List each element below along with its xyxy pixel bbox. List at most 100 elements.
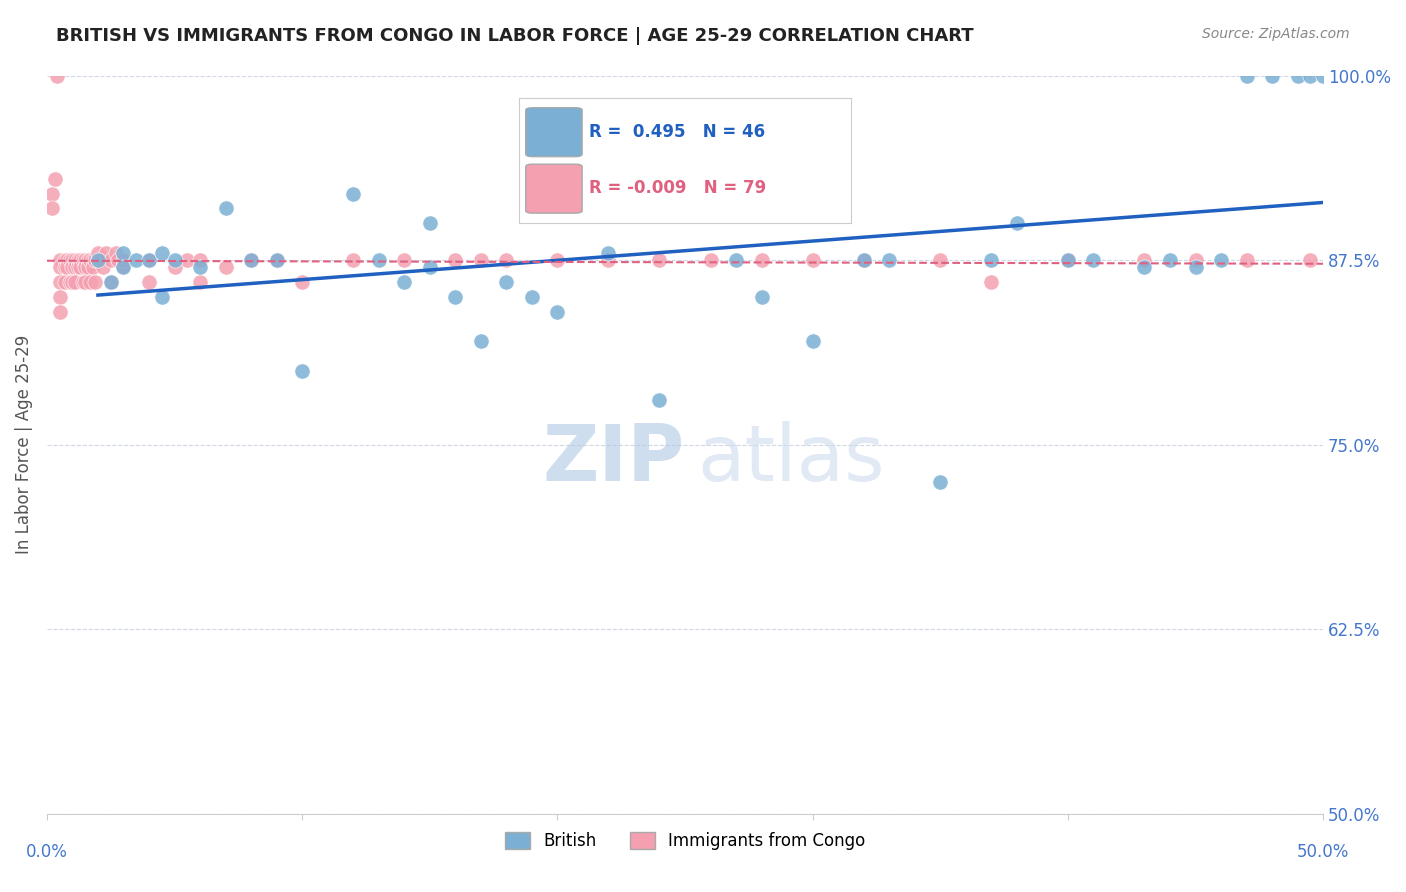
Point — [100, 253, 122, 268]
Point — [75, 275, 97, 289]
Point — [546, 304, 568, 318]
Point — [62, 275, 84, 289]
Point — [59, 275, 82, 289]
Point — [598, 253, 620, 268]
Point — [87, 253, 110, 268]
Point — [1236, 69, 1258, 83]
Point — [240, 253, 263, 268]
Point — [48, 304, 70, 318]
Point — [342, 253, 364, 268]
Point — [100, 275, 122, 289]
Point — [62, 253, 84, 268]
Point — [41, 186, 63, 201]
Point — [801, 334, 824, 349]
Point — [79, 253, 101, 268]
Point — [648, 253, 671, 268]
Text: 0.0%: 0.0% — [25, 843, 67, 861]
Point — [1159, 253, 1181, 268]
Point — [1057, 253, 1080, 268]
Point — [980, 275, 1002, 289]
Point — [150, 290, 173, 304]
Point — [138, 253, 160, 268]
Text: BRITISH VS IMMIGRANTS FROM CONGO IN LABOR FORCE | AGE 25-29 CORRELATION CHART: BRITISH VS IMMIGRANTS FROM CONGO IN LABO… — [56, 27, 974, 45]
Point — [877, 253, 900, 268]
Point — [342, 186, 364, 201]
Point — [125, 253, 148, 268]
Point — [150, 245, 173, 260]
Point — [138, 253, 160, 268]
Point — [176, 253, 198, 268]
Point — [163, 260, 186, 275]
Point — [1184, 253, 1206, 268]
Point — [751, 253, 773, 268]
Point — [72, 275, 94, 289]
Point — [112, 253, 135, 268]
Point — [79, 275, 101, 289]
Point — [291, 275, 314, 289]
Point — [48, 253, 70, 268]
Point — [1299, 253, 1322, 268]
Point — [495, 253, 517, 268]
Point — [53, 253, 76, 268]
Point — [852, 253, 875, 268]
Point — [444, 290, 467, 304]
Point — [87, 253, 110, 268]
Point — [367, 253, 389, 268]
Point — [53, 275, 76, 289]
Text: atlas: atlas — [697, 421, 886, 498]
Point — [44, 172, 66, 186]
Point — [214, 260, 236, 275]
Point — [266, 253, 288, 268]
Point — [699, 253, 721, 268]
Point — [75, 253, 97, 268]
Point — [1312, 69, 1334, 83]
Point — [1209, 253, 1232, 268]
Point — [1083, 253, 1105, 268]
Point — [56, 260, 79, 275]
Point — [751, 290, 773, 304]
Point — [495, 275, 517, 289]
Point — [48, 260, 70, 275]
Point — [1299, 69, 1322, 83]
Point — [56, 253, 79, 268]
Point — [188, 260, 211, 275]
Point — [266, 253, 288, 268]
Text: 50.0%: 50.0% — [1296, 843, 1350, 861]
Point — [801, 253, 824, 268]
Point — [41, 202, 63, 216]
Point — [63, 275, 86, 289]
Point — [112, 260, 135, 275]
Point — [138, 275, 160, 289]
Point — [84, 275, 107, 289]
Point — [63, 260, 86, 275]
Point — [444, 253, 467, 268]
Point — [1236, 253, 1258, 268]
Point — [107, 253, 129, 268]
Point — [598, 245, 620, 260]
Point — [1286, 69, 1309, 83]
Point — [980, 253, 1002, 268]
Point — [87, 245, 110, 260]
Point — [75, 260, 97, 275]
Point — [291, 364, 314, 378]
Point — [82, 260, 104, 275]
Legend: British, Immigrants from Congo: British, Immigrants from Congo — [498, 825, 872, 857]
Point — [852, 253, 875, 268]
Point — [48, 275, 70, 289]
Point — [520, 290, 543, 304]
Point — [104, 245, 127, 260]
Point — [76, 253, 98, 268]
Point — [100, 275, 122, 289]
Point — [1184, 260, 1206, 275]
Point — [46, 69, 69, 83]
Point — [76, 260, 98, 275]
Point — [648, 393, 671, 408]
Point — [1133, 253, 1156, 268]
Point — [163, 253, 186, 268]
Point — [1261, 69, 1284, 83]
Point — [546, 253, 568, 268]
Point — [72, 253, 94, 268]
Point — [63, 253, 86, 268]
Point — [48, 290, 70, 304]
Text: Source: ZipAtlas.com: Source: ZipAtlas.com — [1202, 27, 1350, 41]
